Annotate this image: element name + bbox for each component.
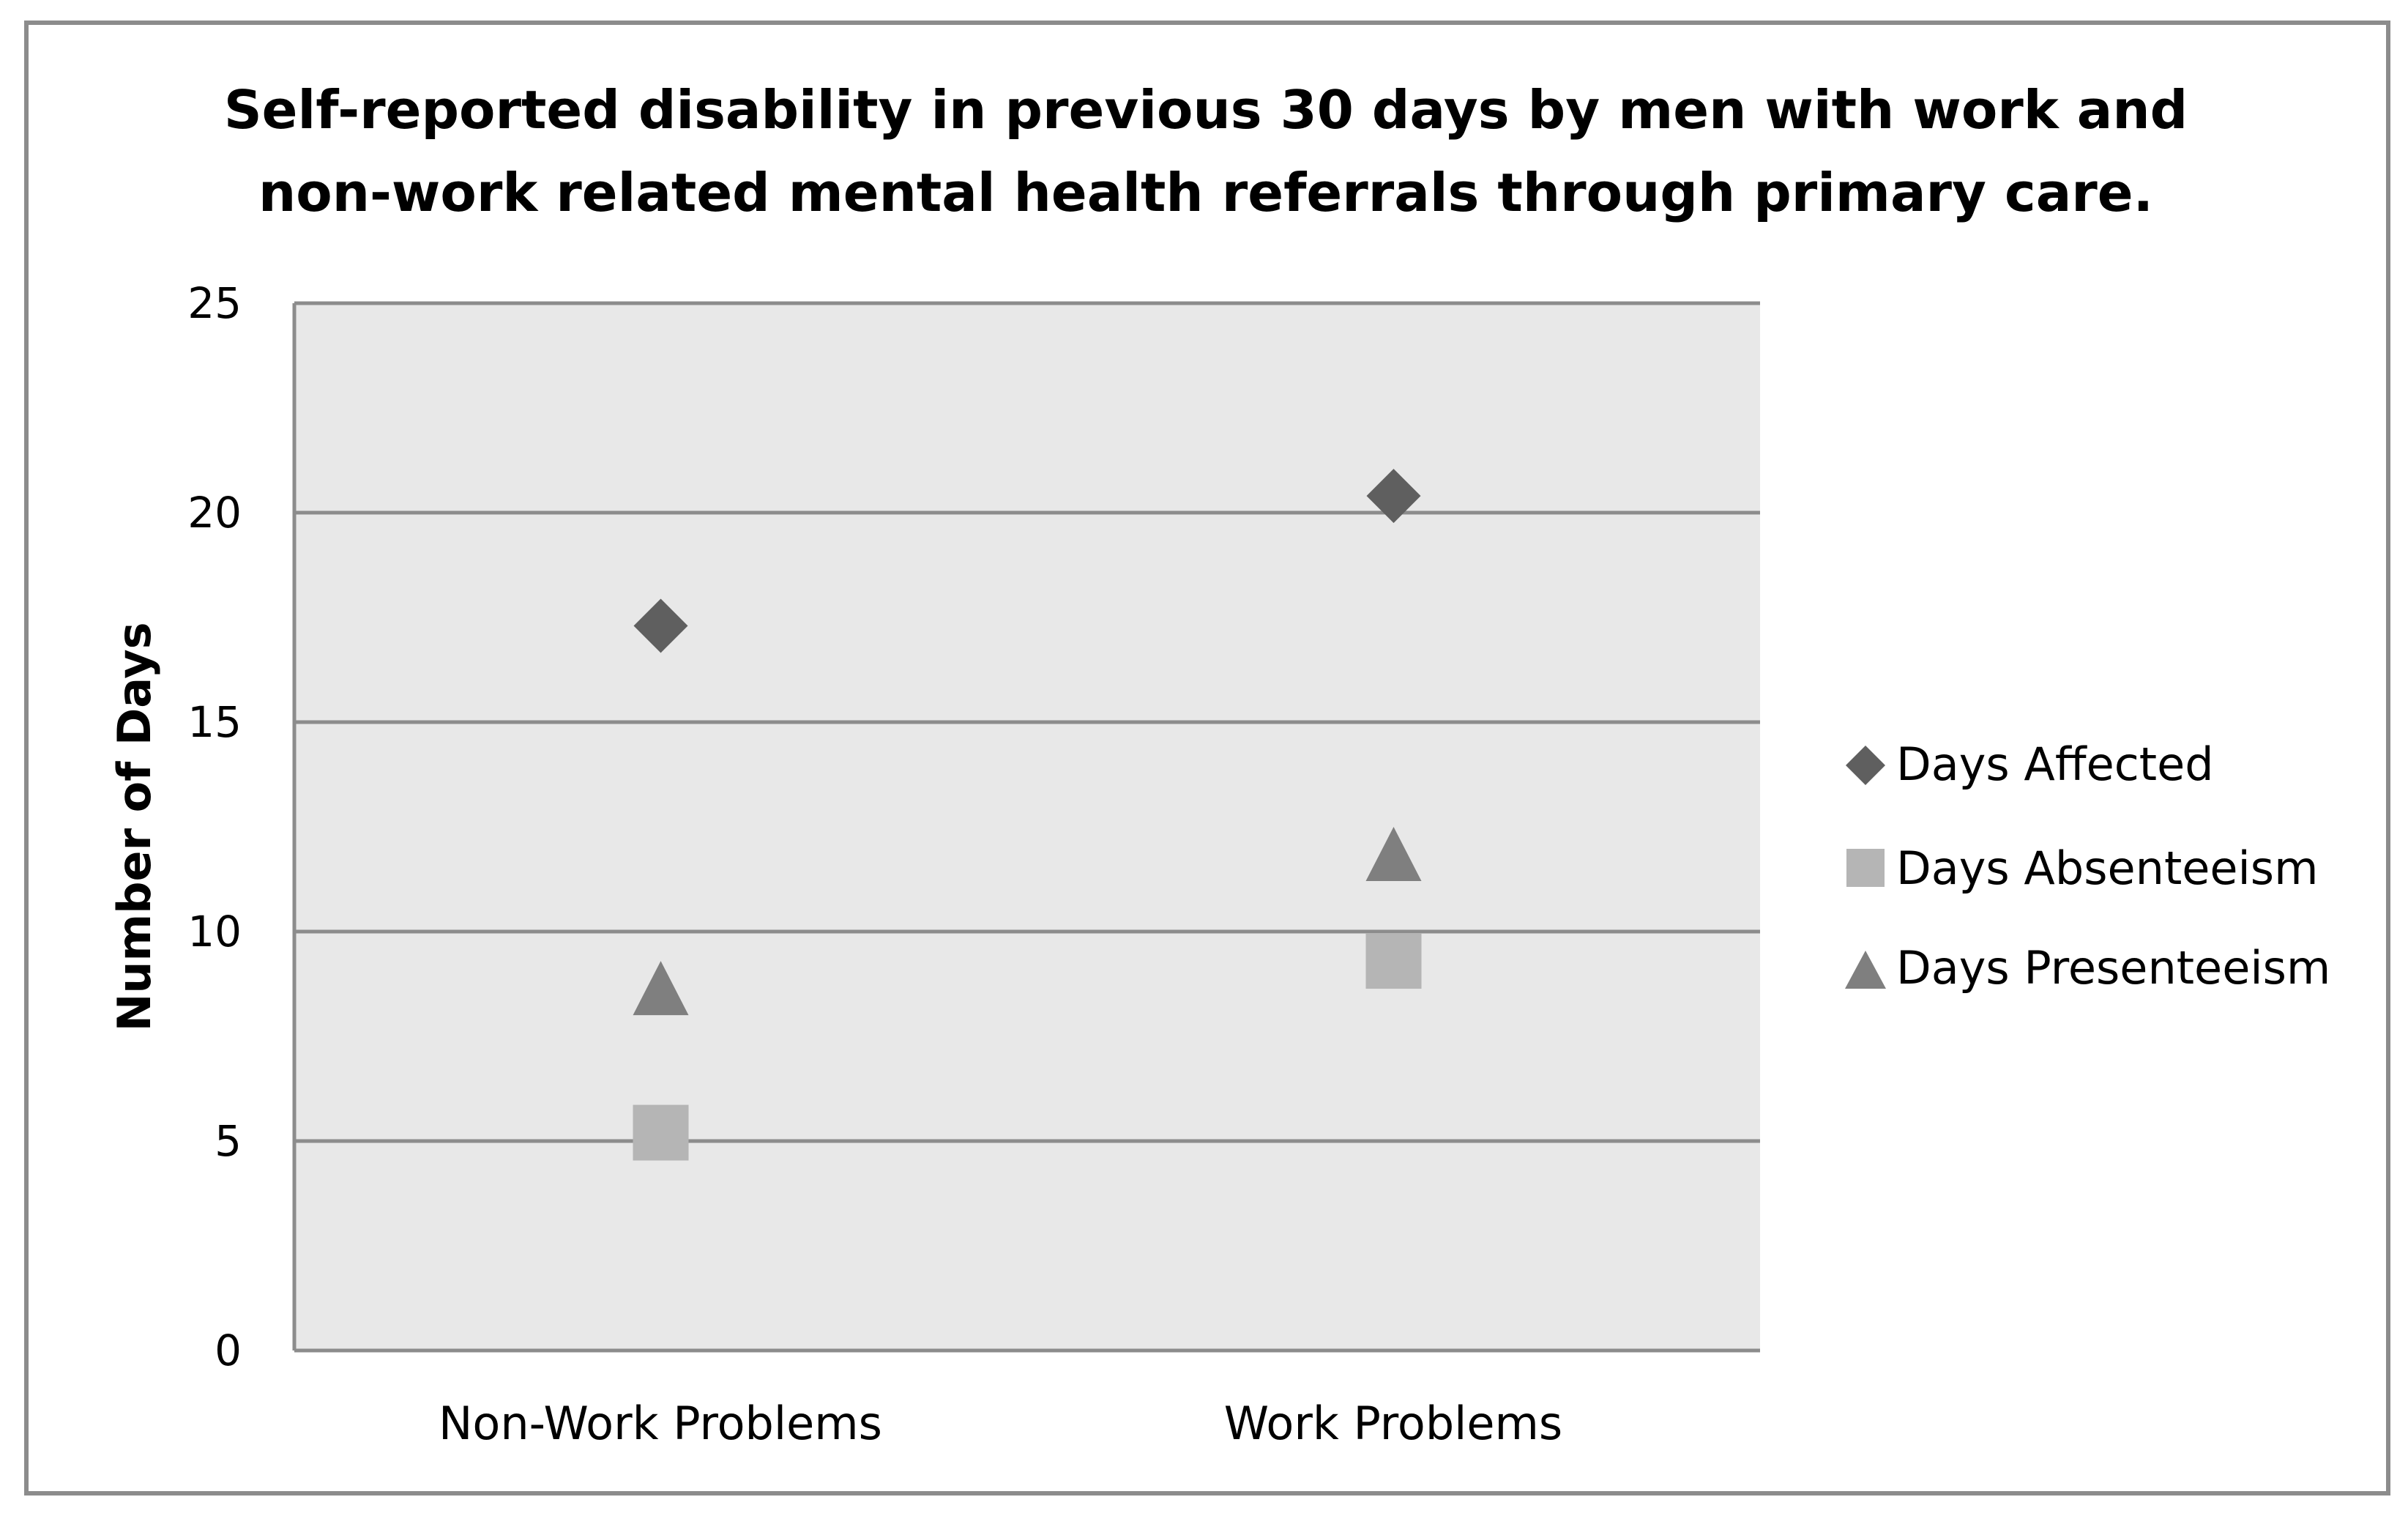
y-tick-label: 10 (187, 907, 242, 956)
point-days-presenteeism-0 (633, 961, 689, 1016)
category-label-work: Work Problems (1224, 1397, 1563, 1450)
y-axis-label: Number of Days (108, 622, 161, 1031)
y-tick-label: 20 (187, 488, 242, 538)
square-marker-icon (1846, 849, 1885, 887)
y-tick-label: 15 (187, 697, 242, 747)
plot-area (294, 303, 1760, 1350)
y-tick-label: 25 (187, 278, 242, 328)
triangle-marker-icon (1845, 951, 1886, 989)
category-label-non-work: Non-Work Problems (439, 1397, 882, 1450)
point-days-absenteeism-1 (1365, 933, 1422, 989)
legend-label: Days Affected (1896, 738, 2214, 791)
data-points (633, 469, 1422, 1161)
legend: Days Affected Days Absenteeism Days Pres… (1845, 738, 2330, 995)
legend-label: Days Absenteeism (1896, 841, 2318, 895)
y-tick-label: 5 (215, 1116, 242, 1166)
legend-label: Days Presenteeism (1896, 941, 2330, 995)
diamond-marker-icon (1846, 746, 1885, 785)
legend-item-days-affected: Days Affected (1846, 738, 2214, 791)
gridlines (294, 301, 1760, 1143)
point-days-presenteeism-1 (1365, 827, 1422, 882)
y-tick-label: 0 (215, 1326, 242, 1375)
y-axis-ticks: 0 5 10 15 20 25 (187, 278, 242, 1375)
point-days-affected-1 (1366, 469, 1421, 524)
chart-title-line-2: non-work related mental health referrals… (258, 162, 2153, 223)
legend-item-days-absenteeism: Days Absenteeism (1846, 841, 2318, 895)
legend-item-days-presenteeism: Days Presenteeism (1845, 941, 2330, 995)
chart-title-line-1: Self-reported disability in previous 30 … (224, 79, 2188, 141)
point-days-affected-0 (633, 598, 688, 653)
point-days-absenteeism-0 (633, 1104, 689, 1161)
